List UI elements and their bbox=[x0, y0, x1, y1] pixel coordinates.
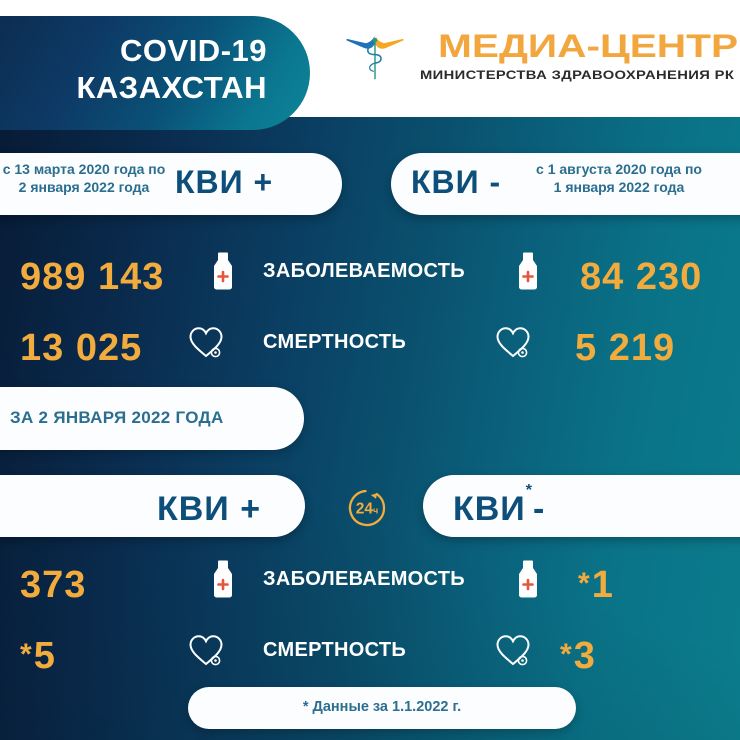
svg-text:24ч: 24ч bbox=[356, 501, 378, 518]
